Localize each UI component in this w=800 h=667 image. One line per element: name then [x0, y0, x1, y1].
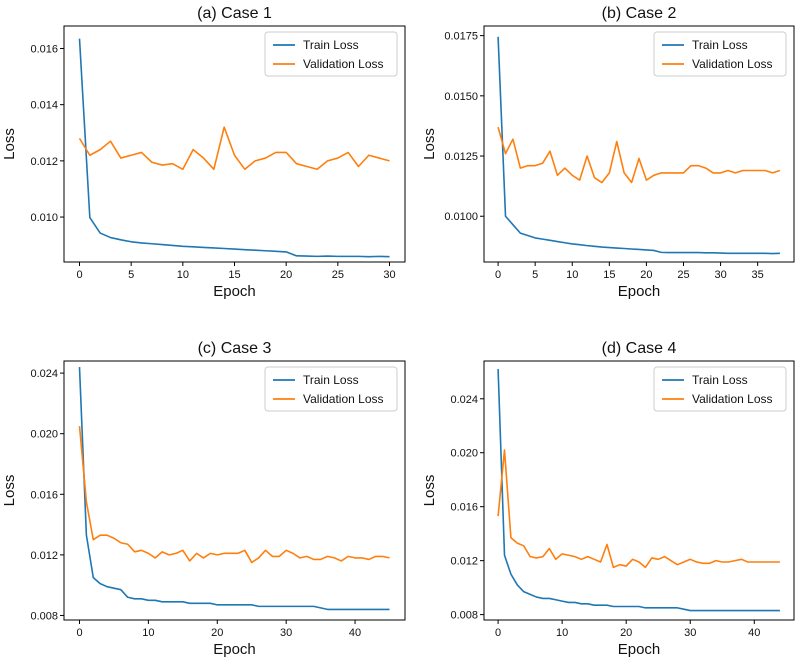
y-tick-label: 0.0100	[444, 211, 478, 223]
y-tick-label: 0.024	[450, 394, 478, 406]
train-loss-line-2	[497, 36, 780, 255]
validation-loss-line-2	[497, 126, 781, 184]
x-axis-label: Epoch	[618, 283, 661, 300]
validation-loss-line-3	[78, 426, 390, 564]
x-axis-label: Epoch	[618, 641, 661, 658]
x-tick-label: 15	[228, 269, 240, 281]
y-tick-label: 0.016	[30, 43, 58, 55]
chart-title: (d) Case 4	[602, 340, 677, 357]
chart-panel-2: 0 5 10 15 20 25 30 35 0.0100 0.0125 0.0150 0.0175 (b…	[421, 5, 795, 300]
axes-frame-3	[63, 360, 406, 621]
x-tick-label: 40	[349, 627, 361, 639]
y-tick-label: 0.0125	[444, 151, 478, 163]
x-tick-label: 10	[556, 627, 568, 639]
legend-entry: Train Loss	[692, 38, 748, 52]
y-tick-label: 0.012	[30, 156, 58, 168]
x-tick-label: 20	[620, 627, 632, 639]
y-tick-label: 0.020	[30, 429, 58, 441]
x-tick-label: 0	[76, 627, 82, 639]
y-tick-label: 0.0175	[444, 31, 478, 43]
legend-entry: Validation Loss	[692, 392, 773, 406]
x-tick-label: 5	[532, 269, 538, 281]
axes-frame-4	[483, 360, 795, 621]
x-tick-label: 30	[714, 269, 726, 281]
legend-entry: Validation Loss	[303, 392, 384, 406]
x-tick-label: 20	[211, 627, 223, 639]
legend: Train Loss Validation Loss	[653, 31, 787, 77]
legend: Train Loss Validation Loss	[264, 31, 398, 77]
legend-box	[653, 31, 787, 77]
axes-frame-2	[483, 25, 795, 263]
x-tick-label: 40	[748, 627, 760, 639]
x-tick-label: 0	[76, 269, 82, 281]
legend-box	[264, 366, 398, 412]
legend-entry: Train Loss	[692, 373, 748, 387]
train-loss-line-1	[78, 38, 390, 258]
x-tick-label: 20	[280, 269, 292, 281]
x-tick-label: 10	[566, 269, 578, 281]
x-tick-label: 30	[383, 269, 395, 281]
legend-box	[653, 366, 787, 412]
chart-title: (c) Case 3	[198, 340, 272, 357]
x-tick-label: 30	[684, 627, 696, 639]
x-axis-label: Epoch	[213, 283, 256, 300]
x-tick-label: 25	[332, 269, 344, 281]
legend-box	[264, 31, 398, 77]
y-tick-label: 0.016	[450, 502, 478, 514]
chart-title: (b) Case 2	[602, 5, 677, 22]
x-tick-label: 30	[280, 627, 292, 639]
y-tick-label: 0.008	[450, 610, 478, 622]
train-loss-line-3	[78, 367, 390, 611]
y-axis-label: Loss	[1, 128, 18, 160]
x-tick-label: 20	[640, 269, 652, 281]
x-tick-label: 0	[495, 269, 501, 281]
y-tick-label: 0.020	[450, 448, 478, 460]
validation-loss-line-4	[497, 449, 780, 569]
y-axis-label: Loss	[421, 475, 438, 507]
chart-panel-1: 0 5 10 15 20 25 30 0.010 0.012 0.014 0.016 (a) Case…	[1, 5, 406, 300]
legend: Train Loss Validation Loss	[264, 366, 398, 412]
y-axis-label: Loss	[1, 475, 18, 507]
legend-entry: Train Loss	[303, 38, 359, 52]
y-tick-label: 0.0150	[444, 91, 478, 103]
x-tick-label: 15	[603, 269, 615, 281]
legend-entry: Validation Loss	[692, 57, 773, 71]
validation-loss-line-1	[78, 126, 390, 171]
legend: Train Loss Validation Loss	[653, 366, 787, 412]
legend-entry: Train Loss	[303, 373, 359, 387]
y-tick-label: 0.012	[450, 556, 478, 568]
y-tick-label: 0.014	[30, 100, 58, 112]
train-loss-line-4	[497, 369, 780, 612]
y-tick-label: 0.012	[30, 550, 58, 562]
x-tick-label: 5	[128, 269, 134, 281]
y-tick-label: 0.010	[30, 212, 58, 224]
x-axis-label: Epoch	[213, 641, 256, 658]
y-tick-label: 0.024	[30, 368, 58, 380]
y-tick-label: 0.008	[30, 610, 58, 622]
chart-panel-4: 0 10 20 30 40 0.008 0.012 0.016 0.020 0.024 (d) Ca…	[421, 340, 795, 658]
x-tick-label: 25	[677, 269, 689, 281]
y-axis-label: Loss	[421, 128, 438, 160]
legend-entry: Validation Loss	[303, 57, 384, 71]
chart-title: (a) Case 1	[197, 5, 272, 22]
x-tick-label: 0	[495, 627, 501, 639]
y-tick-label: 0.016	[30, 489, 58, 501]
chart-panel-3: 0 10 20 30 40 0.008 0.012 0.016 0.020 0.024 (c) Ca…	[1, 340, 406, 658]
x-tick-label: 35	[752, 269, 764, 281]
x-tick-label: 10	[142, 627, 154, 639]
x-tick-label: 10	[177, 269, 189, 281]
